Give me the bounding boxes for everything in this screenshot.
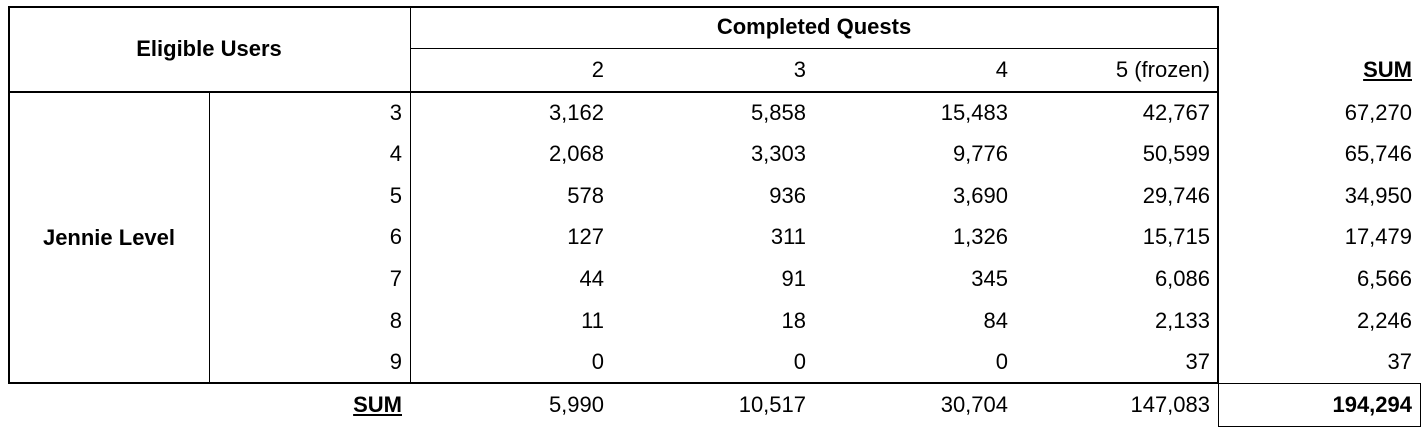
column-total: 5,990 xyxy=(548,392,604,417)
cell-value: 3,162 xyxy=(548,99,604,125)
grand-total: 194,294 xyxy=(1332,392,1412,417)
cell-value: 6,086 xyxy=(1154,266,1210,292)
column-header: 5 (frozen) xyxy=(1115,57,1210,82)
cell-value: 84 xyxy=(983,307,1008,333)
border xyxy=(8,6,10,384)
row-sum: 17,479 xyxy=(1344,224,1412,250)
cell-value: 311 xyxy=(770,224,806,250)
row-sum: 6,566 xyxy=(1356,266,1412,292)
column-header: 4 xyxy=(995,57,1008,82)
row-level: 8 xyxy=(389,307,402,333)
cell-value: 15,483 xyxy=(940,99,1008,125)
cell-value: 127 xyxy=(567,224,604,250)
cell-value: 9,776 xyxy=(952,141,1008,167)
cell-value: 50,599 xyxy=(1142,141,1210,167)
cell-value: 1,326 xyxy=(952,224,1008,250)
row-level: 9 xyxy=(389,349,402,375)
border xyxy=(8,91,1219,93)
cell-value: 29,746 xyxy=(1142,182,1210,208)
row-level: 3 xyxy=(389,99,402,125)
border xyxy=(1218,426,1421,427)
cell-value: 936 xyxy=(769,182,806,208)
cell-value: 578 xyxy=(567,182,604,208)
cell-value: 3,690 xyxy=(952,182,1008,208)
cell-value: 15,715 xyxy=(1142,224,1210,250)
border xyxy=(410,48,1218,49)
totals-label: SUM xyxy=(353,392,402,417)
row-sum: 67,270 xyxy=(1344,99,1412,125)
column-total: 30,704 xyxy=(940,392,1008,417)
cell-value: 11 xyxy=(581,307,604,333)
row-level: 5 xyxy=(389,182,402,208)
row-group-label: Jennie Level xyxy=(42,224,176,250)
sum-header: SUM xyxy=(1363,57,1412,82)
cell-value: 44 xyxy=(579,266,604,292)
row-sum: 65,746 xyxy=(1344,141,1412,167)
row-level: 4 xyxy=(389,141,402,167)
row-level: 6 xyxy=(389,224,402,250)
cell-value: 0 xyxy=(995,349,1008,375)
row-sum: 37 xyxy=(1387,349,1412,375)
column-total: 10,517 xyxy=(738,392,806,417)
cell-value: 37 xyxy=(1185,349,1210,375)
border xyxy=(1217,6,1219,384)
border xyxy=(410,6,411,384)
cell-value: 2,133 xyxy=(1154,307,1210,333)
cell-value: 42,767 xyxy=(1142,99,1210,125)
cell-value: 2,068 xyxy=(548,141,604,167)
row-level: 7 xyxy=(389,266,402,292)
column-group-label: Completed Quests xyxy=(716,14,912,39)
cell-value: 3,303 xyxy=(750,141,806,167)
border xyxy=(1218,383,1421,384)
cell-value: 91 xyxy=(781,266,806,292)
cell-value: 0 xyxy=(591,349,604,375)
cell-value: 5,858 xyxy=(750,99,806,125)
column-header: 3 xyxy=(793,57,806,82)
row-sum: 2,246 xyxy=(1356,307,1412,333)
cell-value: 18 xyxy=(781,307,806,333)
column-header: 2 xyxy=(591,57,604,82)
border xyxy=(1420,383,1421,427)
border xyxy=(1218,383,1219,427)
row-header-label: Eligible Users xyxy=(136,36,282,61)
cell-value: 0 xyxy=(793,349,806,375)
border xyxy=(8,382,1219,384)
border xyxy=(8,6,1219,8)
border xyxy=(209,92,210,383)
cell-value: 345 xyxy=(971,266,1008,292)
row-sum: 34,950 xyxy=(1344,182,1412,208)
column-total: 147,083 xyxy=(1130,392,1210,417)
